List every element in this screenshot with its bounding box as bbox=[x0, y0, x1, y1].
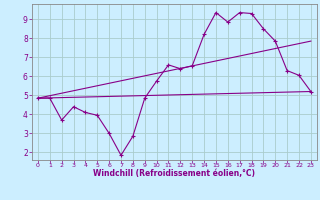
X-axis label: Windchill (Refroidissement éolien,°C): Windchill (Refroidissement éolien,°C) bbox=[93, 169, 255, 178]
